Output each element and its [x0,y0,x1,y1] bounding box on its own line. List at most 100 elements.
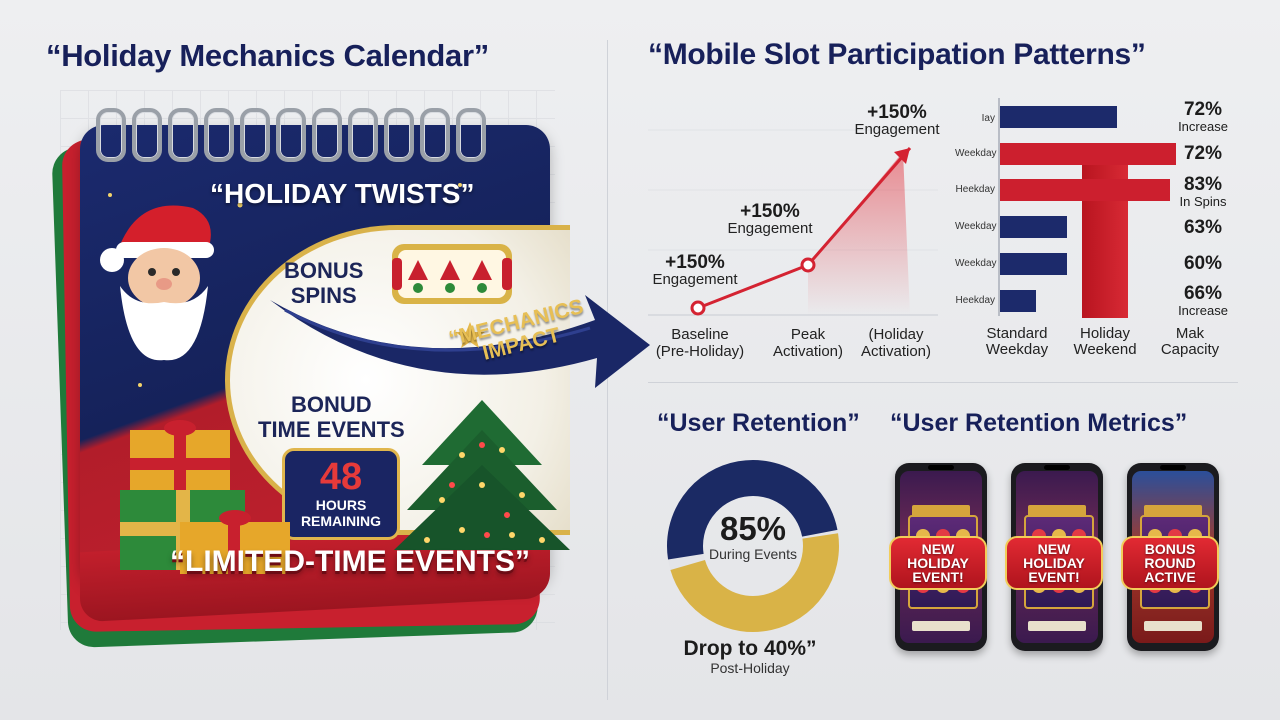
bar [1000,179,1170,201]
line-point-note: Engagement [854,121,940,138]
line-point [800,257,816,273]
christmas-tree-icon [394,400,570,550]
bar [1000,216,1067,238]
phone-mockup: BONUS ROUND ACTIVE [1121,463,1219,651]
bar-chart-axis [998,98,1000,316]
bar-row-label: Weekday [955,148,997,159]
retention-center-value: 85% [719,510,787,547]
slot-spin-bar [1028,621,1086,631]
holiday-weekend-column [1082,150,1128,318]
bar-value-number: 63% [1183,217,1223,238]
line-arrow-head [894,148,910,164]
bar-x-label: Standard Weekday [985,325,1049,358]
bar-value-note: Increase [1178,303,1228,318]
line-point-label: +150% Engagement [725,201,815,237]
slot-spin-bar [912,621,970,631]
limited-time-events-banner: “LIMITED-TIME EVENTS” [170,545,530,578]
line-point-pct: +150% [665,252,725,273]
bar-x-label: Holiday Weekend [1073,325,1137,358]
binder-ring [420,108,450,162]
retention-drop: Drop to 40%” Post-Holiday [660,637,840,677]
countdown-badge: 48 HOURS REMAINING [282,448,400,540]
bar-value-number: 60% [1183,253,1223,274]
bar-row-label: Heekday [955,295,995,306]
gift-boxes-icon [120,420,290,574]
binder-ring [240,108,270,162]
line-point [690,300,706,316]
bar-x-label: Mak Capacity [1160,325,1220,358]
phone-event-badge: NEW HOLIDAY EVENT! [889,536,987,590]
binder-ring [456,108,486,162]
bar-value: 60% [1168,254,1238,274]
line-x-label: Peak Activation) [772,326,844,360]
bar-value: 72% [1168,144,1238,164]
bonus-time-events-label: BONUD TIME EVENTS [258,392,405,442]
line-x-label: Baseline (Pre-Holiday) [655,326,745,360]
phone-event-badge: NEW HOLIDAY EVENT! [1005,536,1103,590]
donut-segment-gold [670,533,839,632]
binder-ring [384,108,414,162]
bar-value-note: Increase [1178,119,1228,134]
calendar-title: “Holiday Mechanics Calendar” [46,38,489,73]
slot-spin-bar [1144,621,1202,631]
bar [1000,253,1067,275]
bar-value: 72% Increase [1168,100,1238,134]
bar-value-note: In Spins [1179,194,1227,209]
phone-notch [1160,465,1186,470]
retention-drop-text: Drop to 40%” [683,637,817,660]
retention-donut-chart [667,460,839,632]
bar-row-label: Iay [981,113,995,124]
bar-value: 63% [1168,218,1238,238]
retention-drop-note: Post-Holiday [710,660,790,676]
participation-title: “Mobile Slot Participation Patterns” [648,38,1146,71]
countdown-remaining-label: REMAINING [300,513,382,529]
slot-game-banner [1028,505,1086,517]
line-point-note: Engagement [727,220,813,237]
bar-row-label: Heekday [955,184,995,195]
line-point-label: +150% Engagement [650,252,740,288]
phone-notch [928,465,954,470]
line-x-label: (Holiday Activation) [860,326,932,360]
binder-ring [168,108,198,162]
line-point-label: +150% Engagement [852,102,942,138]
slot-game-banner [912,505,970,517]
line-point-pct: +150% [740,201,800,222]
binder-ring [204,108,234,162]
bar-value-number: 66% [1183,283,1223,304]
phone-notch [1044,465,1070,470]
bar-value-number: 72% [1183,143,1223,164]
santa-icon [100,205,214,361]
countdown-hours-label: HOURS [315,497,367,513]
line-point-pct: +150% [867,102,927,123]
mechanics-impact-arrow [270,295,650,388]
horizontal-divider [648,382,1238,383]
bar-row-label: Weekday [955,221,997,232]
binder-ring [132,108,162,162]
bonus-spins-label: BONUS SPINS [284,258,364,308]
phone-event-badge: BONUS ROUND ACTIVE [1121,536,1219,590]
binder-ring [96,108,126,162]
line-chart-area [808,152,910,315]
bar-value-number: 72% [1183,99,1223,120]
retention-center-note: During Events [709,546,797,562]
bar [1000,290,1036,312]
binder-ring [312,108,342,162]
binder-ring [348,108,378,162]
bar-value: 66% Increase [1168,284,1238,318]
binder-ring [276,108,306,162]
phone-mockup: NEW HOLIDAY EVENT! [889,463,987,651]
slot-reels-icon [392,244,512,304]
bar-value-number: 83% [1183,174,1223,195]
donut-segment-navy [667,460,838,560]
donut-center: 85% During Events [683,510,823,563]
bar [1000,106,1117,128]
engagement-line-chart [648,129,938,316]
bar-row-label: Weekday [955,258,997,269]
bar-value: 83% In Spins [1168,175,1238,209]
countdown-number: 48 [319,456,363,498]
phone-mockup: NEW HOLIDAY EVENT! [1005,463,1103,651]
line-point-note: Engagement [652,271,738,288]
bar [1000,143,1176,165]
holiday-twists-heading: “HOLIDAY TWISTS” [210,178,475,209]
slot-game-banner [1144,505,1202,517]
